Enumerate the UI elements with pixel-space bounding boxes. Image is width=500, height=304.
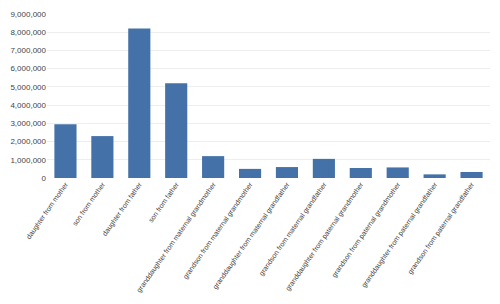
- svg-text:1,000,000: 1,000,000: [10, 156, 46, 165]
- svg-text:daughter from mother: daughter from mother: [25, 181, 71, 241]
- svg-text:8,000,000: 8,000,000: [10, 28, 46, 37]
- svg-text:9,000,000: 9,000,000: [10, 10, 46, 19]
- svg-text:6,000,000: 6,000,000: [10, 64, 46, 73]
- svg-text:grandson from maternal grandmo: grandson from maternal grandmother: [181, 181, 254, 281]
- svg-text:granddaughter from paternal gr: granddaughter from paternal grandfather: [360, 181, 439, 290]
- svg-text:4,000,000: 4,000,000: [10, 101, 46, 110]
- svg-text:3,000,000: 3,000,000: [10, 119, 46, 128]
- svg-text:grandson from paternal grandmo: grandson from paternal grandmother: [330, 181, 402, 280]
- svg-text:granddaughter from maternal gr: granddaughter from maternal grandfather: [211, 181, 292, 291]
- svg-text:daughter from father: daughter from father: [101, 181, 144, 238]
- svg-text:grandson from paternal grandfa: grandson from paternal grandfather: [406, 181, 476, 276]
- svg-text:grandson from maternal grandfa: grandson from maternal grandfather: [258, 181, 329, 278]
- svg-text:5,000,000: 5,000,000: [10, 83, 46, 92]
- svg-text:2,000,000: 2,000,000: [10, 137, 46, 146]
- svg-text:granddaughter from paternal gr: granddaughter from paternal grandmother: [284, 181, 366, 293]
- svg-text:granddaughter from maternal gr: granddaughter from maternal grandmother: [135, 181, 218, 295]
- svg-text:7,000,000: 7,000,000: [10, 46, 46, 55]
- svg-text:son from father: son from father: [147, 181, 180, 224]
- svg-text:0: 0: [42, 174, 47, 183]
- svg-text:son from mother: son from mother: [71, 181, 106, 227]
